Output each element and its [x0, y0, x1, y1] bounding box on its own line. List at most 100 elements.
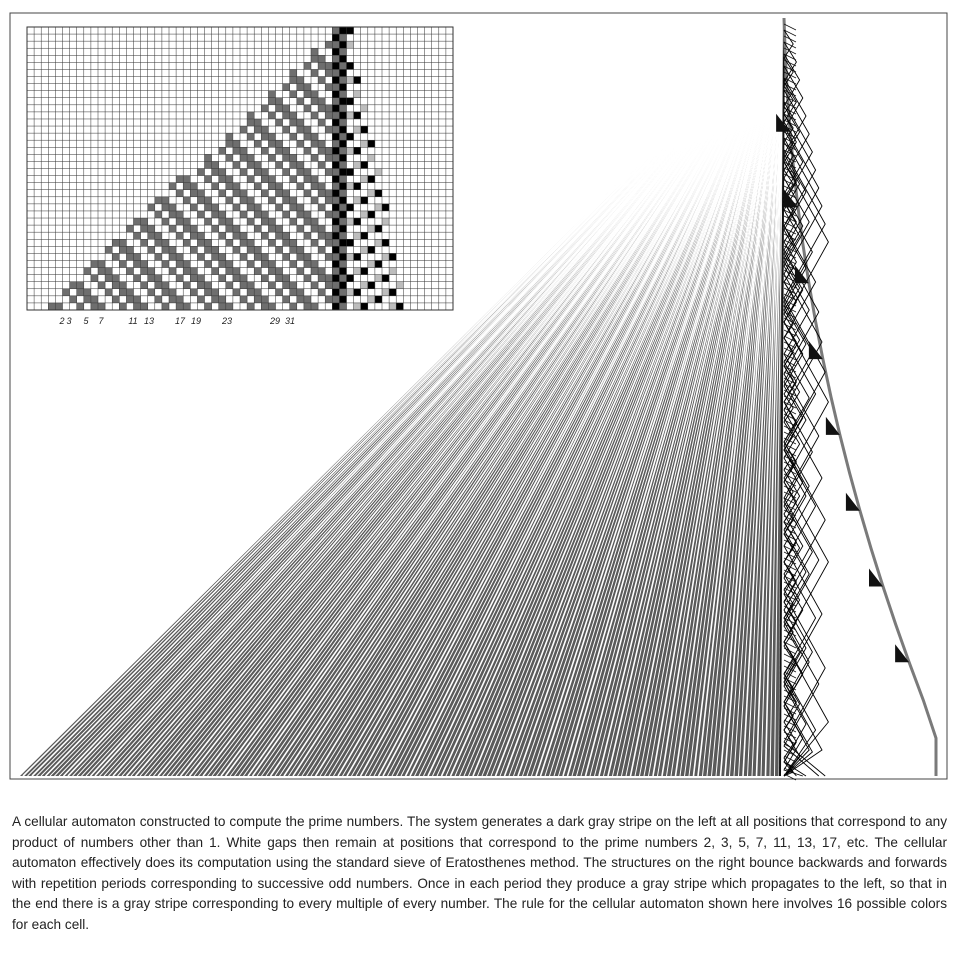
sieve-gap-line [238, 17, 785, 777]
dense-band-tick [783, 737, 797, 745]
inset-cell [303, 210, 311, 219]
inset-cell [339, 62, 347, 70]
sieve-gap-line [269, 17, 785, 777]
sieve-gap-line [72, 17, 785, 777]
inset-cell [339, 41, 347, 49]
inset-cell [353, 253, 361, 261]
inset-cell [240, 147, 248, 155]
inset-cell [204, 302, 212, 311]
dense-band-tick [783, 695, 797, 703]
dense-band-tick [783, 521, 797, 529]
sieve-gap-line [139, 17, 785, 777]
inset-cell [268, 260, 276, 268]
inset-cell [147, 203, 155, 211]
inset-cell [282, 239, 290, 247]
inset-cell [325, 189, 333, 197]
inset-cell [311, 140, 319, 148]
dense-band-tick [783, 761, 797, 769]
inset-cell [190, 288, 198, 296]
inset-cell [339, 133, 347, 141]
inset-cell [204, 203, 212, 211]
inset-cell [211, 182, 219, 190]
dense-band-tick [783, 509, 797, 517]
inset-cell [232, 288, 240, 296]
inset-cell [396, 302, 404, 311]
inset-cell [311, 175, 319, 183]
sieve-gap-line [526, 17, 785, 777]
inset-cell [261, 302, 269, 311]
inset-cell [360, 196, 368, 204]
inset-cell [282, 295, 290, 303]
sieve-gap-line [571, 17, 785, 777]
inset-cell [225, 182, 233, 190]
dense-band-tick [783, 485, 797, 493]
inset-cell [311, 111, 319, 119]
dense-band-tick [783, 671, 797, 679]
dense-band-tick [783, 539, 797, 547]
inset-cell [275, 147, 283, 155]
inset-cell [62, 288, 70, 296]
inset-cell [311, 281, 319, 289]
dense-band-tick [783, 137, 797, 145]
dense-band-tick [783, 59, 797, 67]
inset-cell [225, 133, 233, 141]
inset-cell [268, 196, 276, 204]
inset-cell [325, 232, 333, 240]
inset-cell [204, 154, 212, 162]
dense-band-tick [783, 467, 797, 475]
inset-cell [254, 140, 262, 148]
inset-cell [332, 189, 340, 197]
inset-cell [232, 140, 240, 148]
inset-cell [69, 295, 77, 303]
inset-cell [389, 302, 397, 311]
inset-cell [261, 274, 269, 282]
inset-cell [367, 140, 375, 148]
inset-cell [147, 232, 155, 240]
inset-cell [268, 140, 276, 148]
inset-cell [339, 232, 347, 240]
prime-label: 13 [144, 316, 154, 326]
inset-cell [140, 218, 148, 226]
inset-cell [268, 97, 276, 105]
inset-cell [396, 281, 404, 289]
inset-cell [311, 260, 319, 268]
dark-triangle-marker [794, 265, 809, 284]
inset-cell [339, 288, 347, 296]
dense-band-tick [783, 623, 797, 631]
inset-cell [382, 253, 390, 261]
sieve-gap-line [44, 17, 785, 777]
inset-cell [254, 225, 262, 233]
prime-label: 7 [98, 316, 104, 326]
inset-cell [247, 302, 255, 311]
inset-cell [147, 267, 155, 275]
dense-band-tick [783, 677, 797, 685]
sieve-gap-line [251, 17, 785, 777]
sieve-spine [779, 17, 785, 777]
dense-band-tick [783, 413, 797, 421]
dense-band-tick [783, 275, 797, 283]
inset-cell [353, 288, 361, 296]
inset-cell [296, 210, 304, 219]
inset-cell [339, 111, 347, 119]
sieve-gap-line [629, 17, 785, 777]
inset-cell [247, 154, 255, 162]
inset-cell [367, 210, 375, 219]
inset-cell [318, 104, 326, 112]
dense-band-tick [783, 41, 797, 49]
dense-band-tick [783, 167, 797, 175]
sieve-gap-line [414, 17, 785, 777]
inset-cell [311, 48, 319, 56]
inset-cell [169, 210, 177, 219]
inset-cell [268, 154, 276, 162]
inset-cell [169, 295, 177, 303]
dense-band-tick [783, 101, 797, 109]
inset-cell [296, 295, 304, 303]
inset-cell [254, 168, 262, 176]
inset-cell [282, 104, 290, 112]
prime-label: 11 [128, 316, 137, 326]
inset-cell [289, 175, 297, 183]
inset-cell [183, 267, 191, 275]
sieve-gap-line [324, 17, 785, 777]
inset-cell [261, 104, 269, 112]
sieve-gap-line [584, 17, 785, 777]
